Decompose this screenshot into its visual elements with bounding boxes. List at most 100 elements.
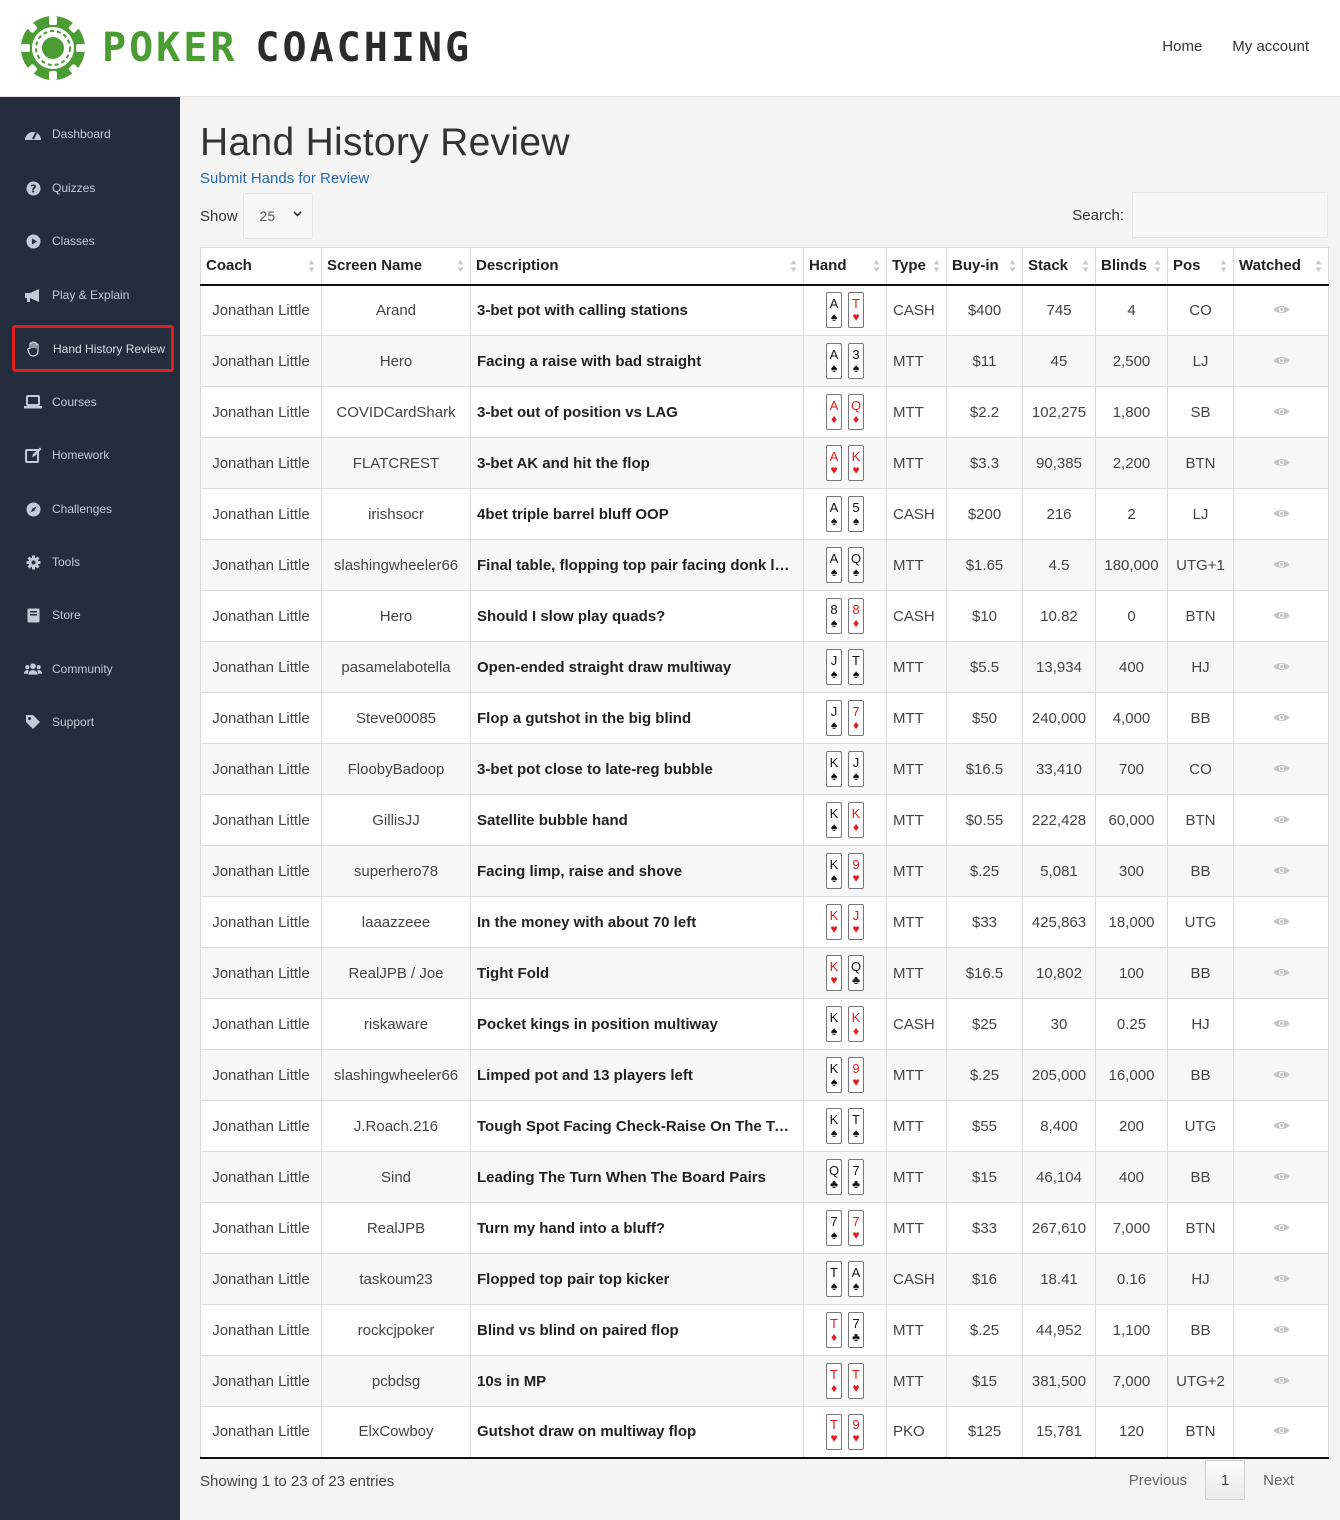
eye-icon[interactable] [1273, 1373, 1290, 1390]
eye-icon[interactable] [1273, 1067, 1290, 1084]
table-row[interactable]: Jonathan Little slashingwheeler66 Final ta… [200, 539, 1329, 591]
sidebar-item-tools[interactable]: Tools [0, 547, 180, 577]
sidebar-item-play-explain[interactable]: Play & Explain [0, 280, 180, 310]
eye-icon[interactable] [1273, 863, 1290, 880]
eye-icon[interactable] [1273, 608, 1290, 625]
column-header-hand[interactable]: Hand [803, 247, 887, 286]
cell-description[interactable]: Facing a raise with bad straight [470, 335, 804, 387]
eye-icon[interactable] [1273, 710, 1290, 727]
table-row[interactable]: Jonathan Little laaazzeee In the money wit… [200, 896, 1329, 948]
eye-icon[interactable] [1273, 812, 1290, 829]
table-row[interactable]: Jonathan Little FLATCREST 3-bet AK and hit… [200, 437, 1329, 489]
eye-icon[interactable] [1273, 1271, 1290, 1288]
sidebar-item-courses[interactable]: Courses [0, 387, 180, 417]
column-header-coach[interactable]: Coach [200, 247, 322, 286]
cell-description[interactable]: Open-ended straight draw multiway [470, 641, 804, 693]
table-row[interactable]: Jonathan Little pasamelabotella Open-ended… [200, 641, 1329, 693]
table-row[interactable]: Jonathan Little Arand 3-bet pot with calli… [200, 284, 1329, 336]
column-header-buy-in[interactable]: Buy-in [946, 247, 1023, 286]
cell-description[interactable]: Satellite bubble hand [470, 794, 804, 846]
cell-description[interactable]: 3-bet pot with calling stations [470, 284, 804, 336]
table-row[interactable]: Jonathan Little pcbdsg 10s in MP T ♦ T ♥ MTT $15… [200, 1355, 1329, 1407]
sidebar-item-hand-history-review[interactable]: Hand History Review [12, 325, 174, 372]
table-row[interactable]: Jonathan Little COVIDCardShark 3-bet out o… [200, 386, 1329, 438]
column-header-pos[interactable]: Pos [1167, 247, 1234, 286]
cell-description[interactable]: Should I slow play quads? [470, 590, 804, 642]
column-header-description[interactable]: Description [470, 247, 804, 286]
eye-icon[interactable] [1273, 914, 1290, 931]
table-row[interactable]: Jonathan Little Steve00085 Flop a gutshot … [200, 692, 1329, 744]
sidebar-item-classes[interactable]: Classes [0, 226, 180, 256]
cell-description[interactable]: Tough Spot Facing Check-Raise On The Tur… [470, 1100, 804, 1152]
page-length-select[interactable]: 25 [242, 193, 313, 239]
cell-description[interactable]: In the money with about 70 left [470, 896, 804, 948]
page-1-button[interactable]: 1 [1205, 1460, 1246, 1500]
column-header-stack[interactable]: Stack [1022, 247, 1096, 286]
search-input[interactable] [1132, 192, 1328, 238]
nav-home-link[interactable]: Home [1162, 38, 1203, 55]
cell-description[interactable]: Blind vs blind on paired flop [470, 1304, 804, 1356]
eye-icon[interactable] [1273, 1220, 1290, 1237]
table-row[interactable]: Jonathan Little Hero Should I slow play qu… [200, 590, 1329, 642]
table-row[interactable]: Jonathan Little taskoum23 Flopped top pair… [200, 1253, 1329, 1305]
table-row[interactable]: Jonathan Little Hero Facing a raise with b… [200, 335, 1329, 387]
eye-icon[interactable] [1273, 965, 1290, 982]
cell-description[interactable]: Flop a gutshot in the big blind [470, 692, 804, 744]
sidebar-item-store[interactable]: Store [0, 600, 180, 630]
cell-description[interactable]: 3-bet AK and hit the flop [470, 437, 804, 489]
sidebar-item-quizzes[interactable]: ? Quizzes [0, 173, 180, 203]
sidebar-item-dashboard[interactable]: Dashboard [0, 119, 180, 149]
eye-icon[interactable] [1273, 302, 1290, 319]
cell-description[interactable]: Facing limp, raise and shove [470, 845, 804, 897]
table-row[interactable]: Jonathan Little superhero78 Facing limp, r… [200, 845, 1329, 897]
nav-my-account-link[interactable]: My account [1232, 38, 1309, 55]
table-row[interactable]: Jonathan Little slashingwheeler66 Limped p… [200, 1049, 1329, 1101]
eye-icon[interactable] [1273, 557, 1290, 574]
eye-icon[interactable] [1273, 404, 1290, 421]
eye-icon[interactable] [1273, 1169, 1290, 1186]
cell-description[interactable]: Final table, flopping top pair facing do… [470, 539, 804, 591]
eye-icon[interactable] [1273, 1423, 1290, 1440]
column-header-type[interactable]: Type [886, 247, 947, 286]
cell-description[interactable]: Flopped top pair top kicker [470, 1253, 804, 1305]
table-row[interactable]: Jonathan Little J.Roach.216 Tough Spot Fac… [200, 1100, 1329, 1152]
sidebar-item-support[interactable]: Support [0, 707, 180, 737]
cell-description[interactable]: Turn my hand into a bluff? [470, 1202, 804, 1254]
column-header-blinds[interactable]: Blinds [1095, 247, 1168, 286]
table-row[interactable]: Jonathan Little RealJPB Turn my hand into … [200, 1202, 1329, 1254]
column-header-watched[interactable]: Watched [1233, 247, 1329, 286]
table-row[interactable]: Jonathan Little RealJPB / Joe Tight Fold K ♥… [200, 947, 1329, 999]
table-row[interactable]: Jonathan Little GillisJJ Satellite bubble … [200, 794, 1329, 846]
cell-description[interactable]: 3-bet pot close to late-reg bubble [470, 743, 804, 795]
table-row[interactable]: Jonathan Little irishsocr 4bet triple barr… [200, 488, 1329, 540]
cell-description[interactable]: Gutshot draw on multiway flop [470, 1406, 804, 1459]
eye-icon[interactable] [1273, 353, 1290, 370]
eye-icon[interactable] [1273, 455, 1290, 472]
column-header-screen-name[interactable]: Screen Name [321, 247, 471, 286]
table-row[interactable]: Jonathan Little rockcjpoker Blind vs blind… [200, 1304, 1329, 1356]
brand-logo[interactable]: POKER COACHING [20, 14, 472, 82]
table-row[interactable]: Jonathan Little ElxCowboy Gutshot draw on … [200, 1406, 1329, 1459]
sidebar-item-community[interactable]: Community [0, 654, 180, 684]
eye-icon[interactable] [1273, 506, 1290, 523]
cell-description[interactable]: 10s in MP [470, 1355, 804, 1407]
previous-page-button[interactable]: Previous [1128, 1471, 1188, 1489]
eye-icon[interactable] [1273, 1016, 1290, 1033]
sidebar-item-homework[interactable]: Homework [0, 440, 180, 470]
eye-icon[interactable] [1273, 1322, 1290, 1339]
submit-hands-link[interactable]: Submit Hands for Review [200, 170, 370, 187]
eye-icon[interactable] [1273, 659, 1290, 676]
table-row[interactable]: Jonathan Little FloobyBadoop 3-bet pot clo… [200, 743, 1329, 795]
eye-icon[interactable] [1273, 1118, 1290, 1135]
cell-description[interactable]: Limped pot and 13 players left [470, 1049, 804, 1101]
cell-description[interactable]: Tight Fold [470, 947, 804, 999]
cell-description[interactable]: Pocket kings in position multiway [470, 998, 804, 1050]
table-row[interactable]: Jonathan Little Sind Leading The Turn When… [200, 1151, 1329, 1203]
sidebar-item-challenges[interactable]: Challenges [0, 494, 180, 524]
next-page-button[interactable]: Next [1263, 1471, 1294, 1489]
cell-description[interactable]: 4bet triple barrel bluff OOP [470, 488, 804, 540]
table-row[interactable]: Jonathan Little riskaware Pocket kings in … [200, 998, 1329, 1050]
cell-description[interactable]: Leading The Turn When The Board Pairs [470, 1151, 804, 1203]
eye-icon[interactable] [1273, 761, 1290, 778]
cell-description[interactable]: 3-bet out of position vs LAG [470, 386, 804, 438]
